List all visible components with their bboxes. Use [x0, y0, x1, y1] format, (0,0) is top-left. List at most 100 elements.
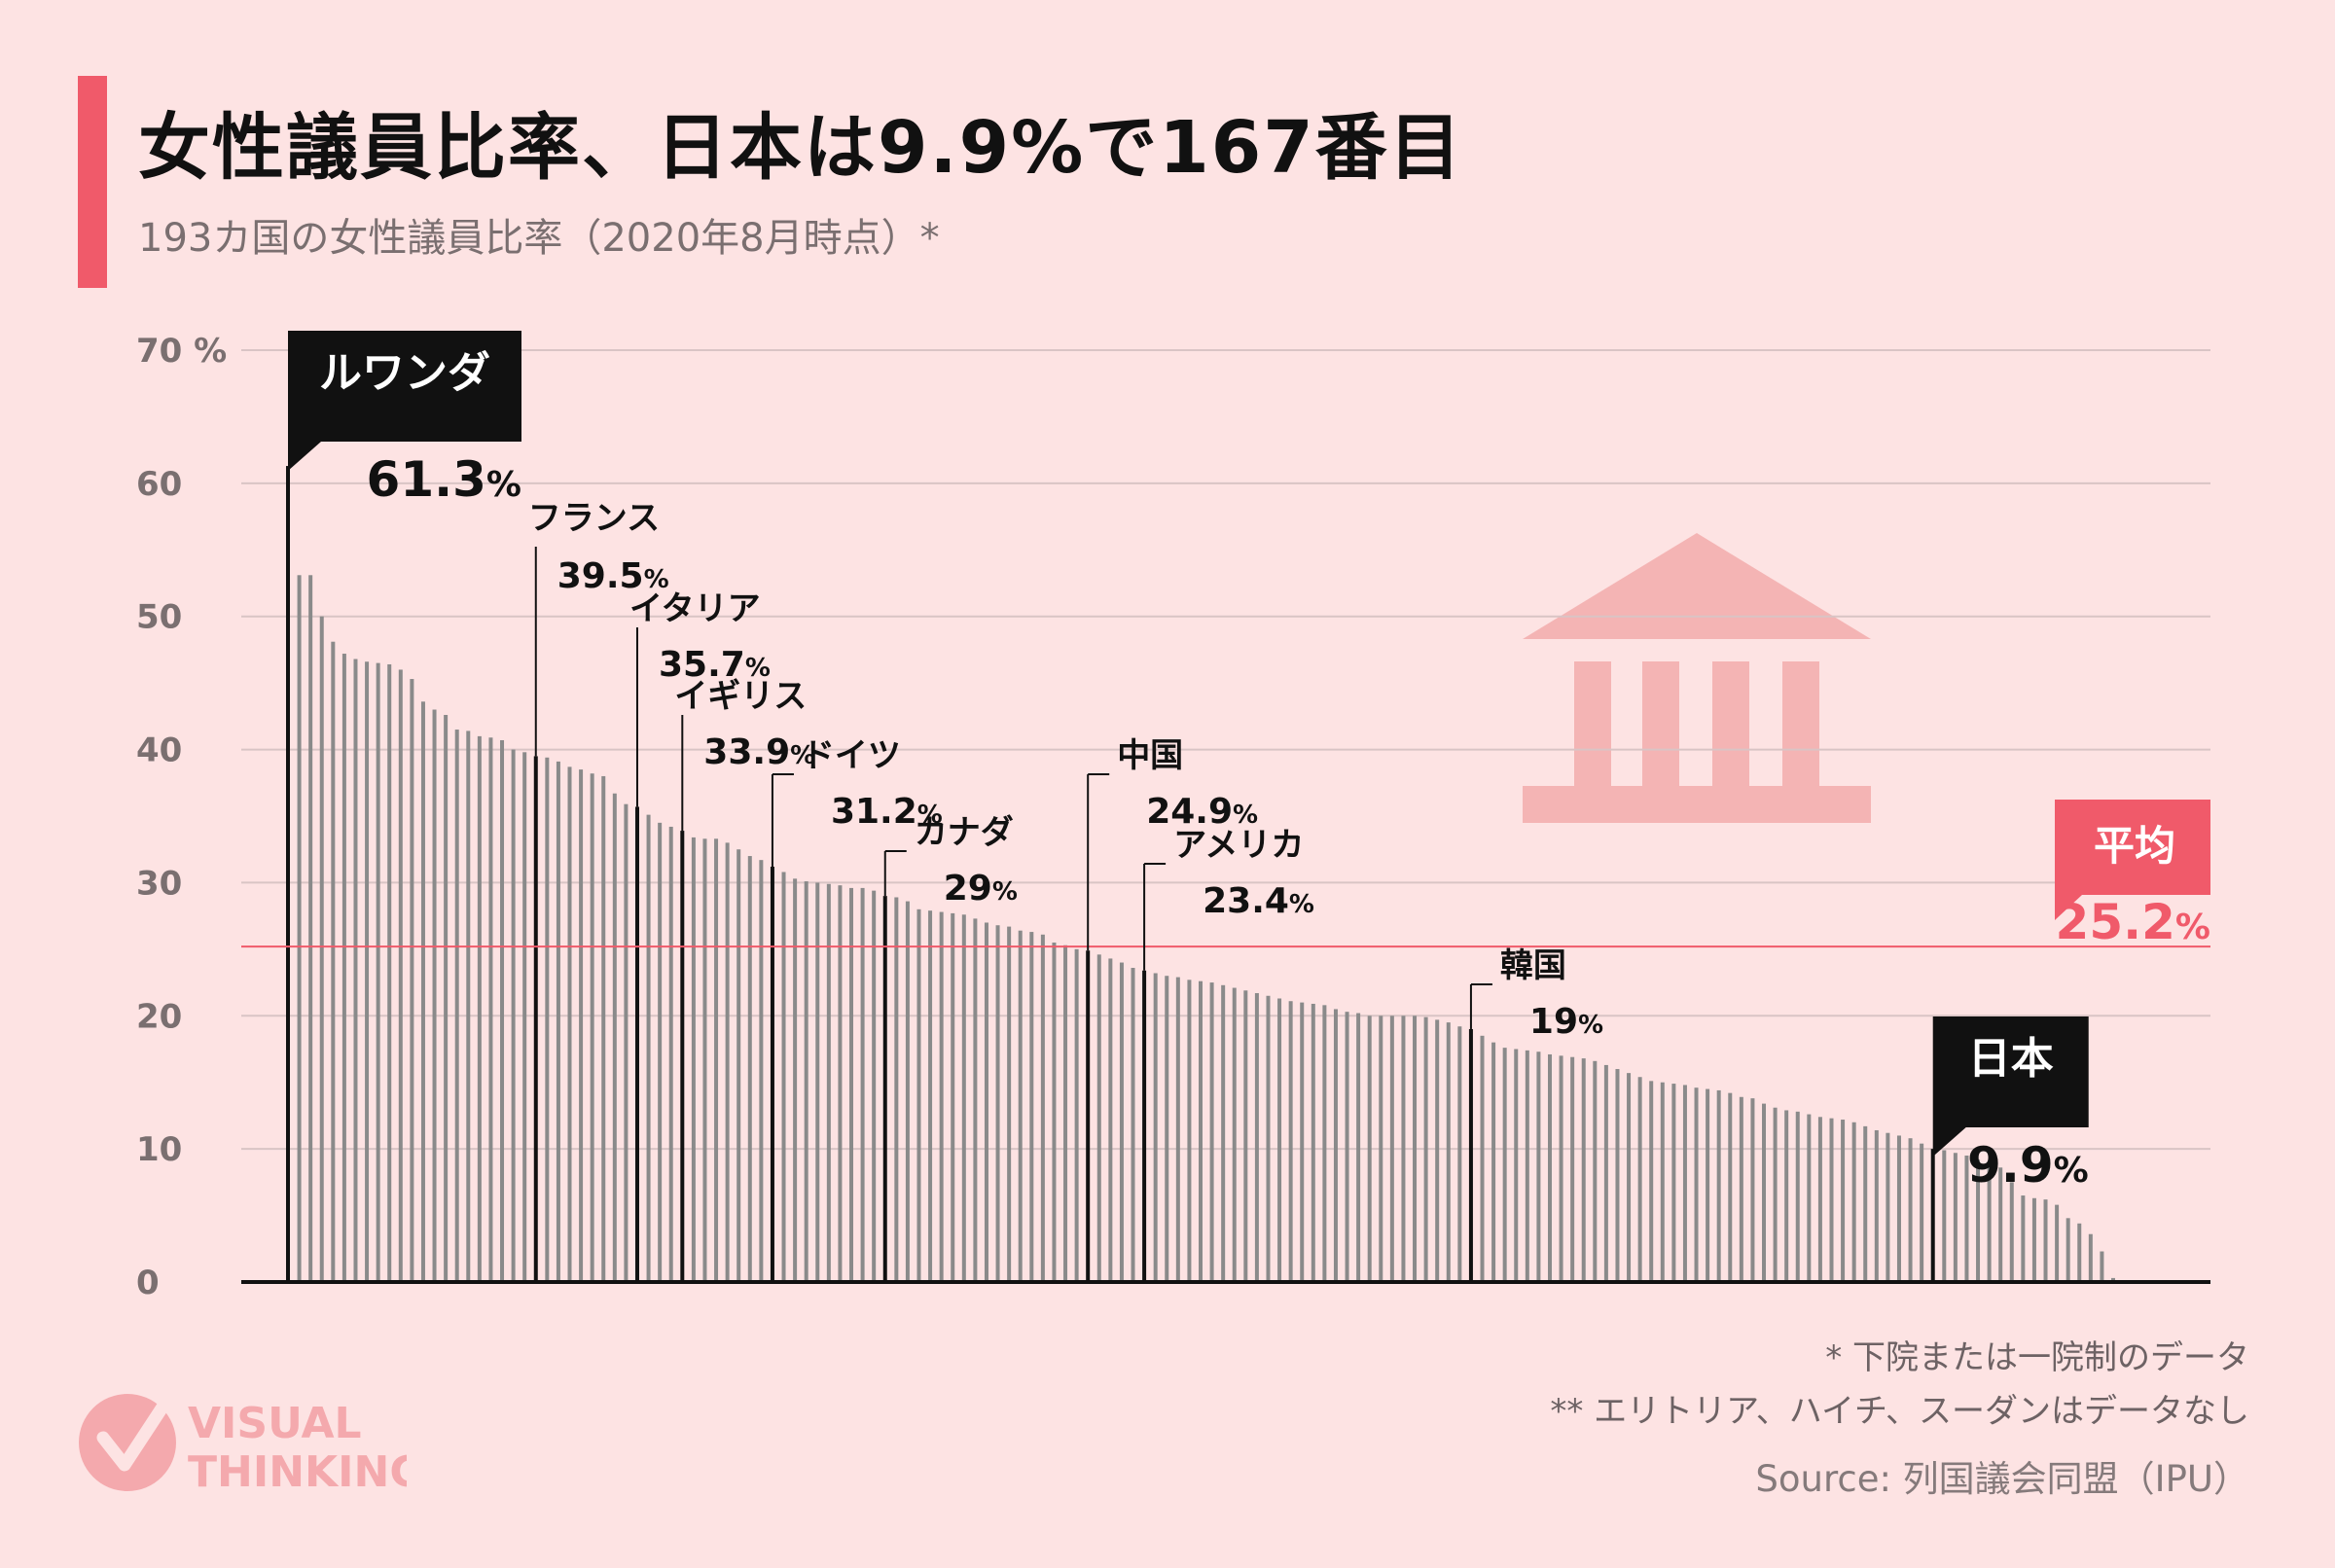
value-unit: % — [917, 801, 943, 830]
country-value: 61.3% — [367, 451, 521, 508]
bar — [612, 793, 617, 1282]
bar — [1671, 1084, 1676, 1282]
y-tick-label: 60 — [136, 465, 182, 504]
bar — [725, 842, 730, 1282]
bar — [1029, 932, 1034, 1282]
bar — [714, 838, 719, 1282]
footnote-missing-data: ** エリトリア、ハイチ、スーダンはデータなし — [1550, 1392, 2249, 1431]
bar — [1627, 1073, 1632, 1282]
bar — [691, 837, 696, 1282]
bar — [1593, 1060, 1598, 1282]
country-value: 9.9% — [1967, 1137, 2089, 1194]
value-unit: % — [790, 741, 815, 770]
bar — [2077, 1223, 2082, 1282]
bar — [1762, 1103, 1767, 1282]
bar — [1581, 1058, 1586, 1282]
bar — [1457, 1026, 1462, 1282]
bar — [500, 739, 505, 1282]
y-tick-label: 0 — [136, 1264, 160, 1302]
bar — [1165, 976, 1169, 1282]
bar — [1131, 968, 1135, 1282]
bar — [1063, 944, 1068, 1282]
bar — [1356, 1013, 1361, 1282]
country-value: 19% — [1529, 1002, 1603, 1042]
bar — [522, 752, 527, 1282]
average-marker: 平均 25.2% — [241, 800, 2210, 950]
bar — [2111, 1277, 2115, 1282]
bar — [1851, 1122, 1856, 1282]
bar — [1040, 934, 1045, 1282]
y-tick-label: 50 — [136, 598, 182, 637]
bar — [1795, 1111, 1800, 1282]
bar — [826, 883, 831, 1282]
bar — [1345, 1012, 1349, 1282]
bar — [1108, 958, 1113, 1282]
bar — [387, 663, 392, 1282]
bar — [872, 890, 877, 1282]
bar — [1998, 1167, 2003, 1282]
country-name: カナダ — [915, 813, 1014, 852]
bar — [341, 654, 346, 1282]
bar — [1773, 1107, 1778, 1282]
bar — [1277, 998, 1282, 1282]
bar — [624, 803, 629, 1282]
bar — [1886, 1132, 1890, 1282]
bar — [331, 641, 336, 1282]
bar — [1018, 930, 1023, 1282]
bar — [410, 679, 414, 1282]
value-number: 19 — [1529, 1002, 1578, 1042]
bar — [1311, 1003, 1315, 1282]
value-number: 25.2 — [2056, 894, 2175, 950]
bar — [1243, 990, 1248, 1282]
bar — [995, 925, 1000, 1282]
value-unit: % — [1578, 1011, 1603, 1040]
bar — [432, 709, 437, 1282]
bar — [1976, 1159, 1981, 1282]
page-title: 女性議員比率、日本は9.9%で167番目 — [138, 106, 1463, 190]
visual-thinking-logo: VISUAL THINKING — [79, 1394, 407, 1496]
bar — [1603, 1064, 1608, 1282]
country-name: イギリス — [674, 677, 807, 716]
bar — [1807, 1114, 1812, 1282]
bar — [420, 701, 425, 1282]
bar — [297, 575, 302, 1282]
bar — [1333, 1009, 1338, 1282]
bar — [1199, 980, 1203, 1282]
bar — [545, 757, 550, 1282]
y-tick-label: 10 — [136, 1130, 182, 1169]
bar — [1074, 948, 1079, 1282]
y-tick-label: 20 — [136, 997, 182, 1036]
value-number: 61.3 — [367, 451, 486, 508]
bar — [668, 826, 673, 1282]
bar — [1367, 1016, 1372, 1282]
value-number: 31.2 — [831, 792, 917, 832]
value-unit: % — [2054, 1151, 2089, 1191]
bar — [556, 761, 560, 1282]
country-name: ドイツ — [802, 736, 901, 775]
bar — [702, 838, 707, 1282]
bar — [1052, 943, 1057, 1282]
country-value: 29% — [944, 869, 1018, 909]
country-name: アメリカ — [1173, 826, 1304, 865]
bar — [984, 922, 988, 1282]
source-credit: Source: 列国議会同盟（IPU） — [1755, 1458, 2249, 1500]
bar — [1908, 1138, 1913, 1282]
bar — [1920, 1143, 1924, 1282]
country-value: 24.9% — [1146, 792, 1258, 832]
bar — [454, 730, 459, 1282]
bar — [747, 856, 752, 1282]
bar — [849, 887, 854, 1282]
value-unit: % — [486, 465, 521, 505]
value-number: 29 — [944, 869, 992, 909]
bar — [1536, 1051, 1541, 1282]
bar — [1209, 982, 1214, 1282]
average-badge — [2055, 800, 2210, 920]
bar — [1175, 977, 1180, 1282]
bar — [1300, 1002, 1305, 1282]
bar — [1750, 1098, 1755, 1282]
y-tick-label: 70 % — [136, 332, 227, 371]
bar — [398, 669, 403, 1282]
bar — [1232, 987, 1237, 1282]
bar — [511, 749, 516, 1282]
